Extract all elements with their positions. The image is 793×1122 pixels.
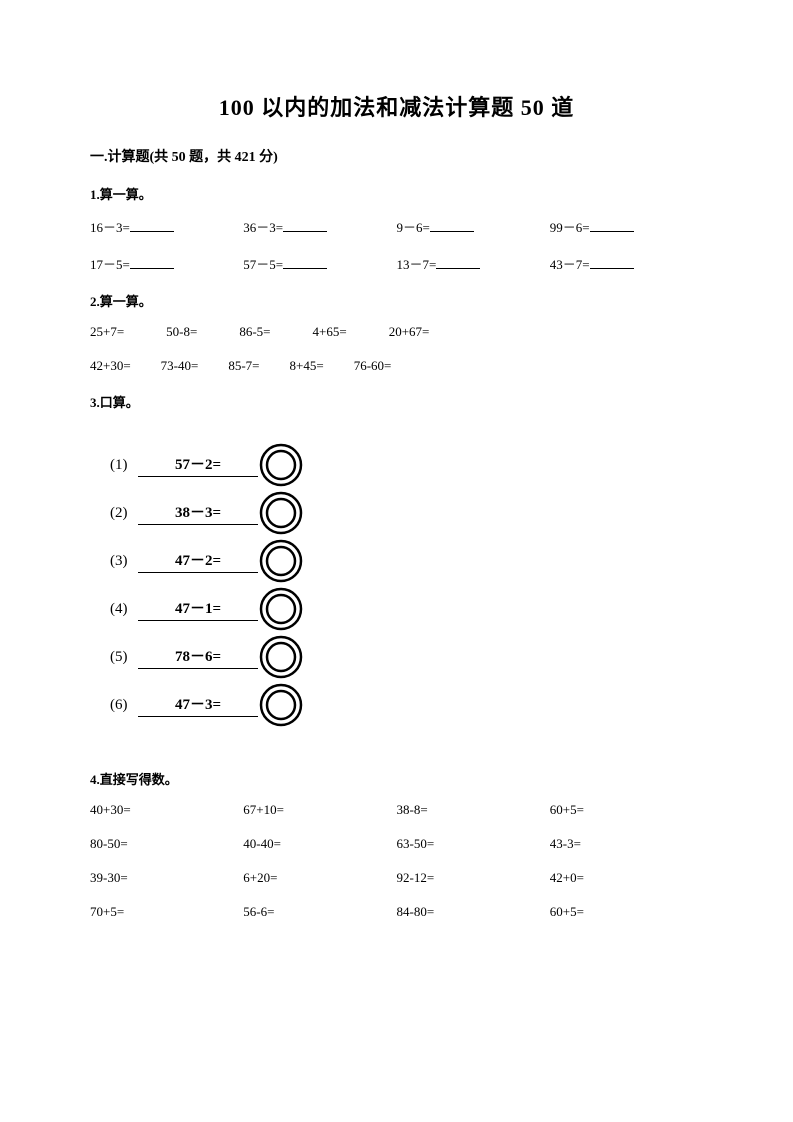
q4-cell: 67+10= (243, 802, 396, 818)
answer-ring[interactable] (258, 538, 304, 584)
q4-cell: 63-50= (397, 836, 550, 852)
q1-row-1: 16－3= 36－3= 9－6= 99－6= (90, 217, 703, 236)
mental-expression: 78－6= (138, 645, 258, 669)
answer-ring[interactable] (258, 586, 304, 632)
q1-cell: 17－5= (90, 254, 130, 273)
mental-expression: 57－2= (138, 453, 258, 477)
mental-expression: 47－1= (138, 597, 258, 621)
mental-expression: 47－3= (138, 693, 258, 717)
q1-cell: 57－5= (243, 254, 283, 273)
answer-blank[interactable] (283, 219, 327, 232)
q4-cell: 6+20= (243, 870, 396, 886)
q2-cell: 8+45= (290, 358, 324, 374)
ring-icon (259, 539, 303, 583)
answer-blank[interactable] (283, 256, 327, 269)
q3-heading: 3.口算。 (90, 392, 703, 411)
q4-cell: 40-40= (243, 836, 396, 852)
q4-heading: 4.直接写得数。 (90, 769, 703, 788)
q2-cell: 25+7= (90, 324, 124, 340)
q4-cell: 80-50= (90, 836, 243, 852)
answer-blank[interactable] (130, 219, 174, 232)
mental-number: (3) (110, 553, 138, 570)
q4-cell: 42+0= (550, 870, 703, 886)
ring-icon (259, 683, 303, 727)
mental-number: (1) (110, 457, 138, 474)
ring-icon (259, 491, 303, 535)
q4-cell: 40+30= (90, 802, 243, 818)
ring-icon (259, 443, 303, 487)
q4-cell: 38-8= (397, 802, 550, 818)
mental-row: (4)47－1= (110, 585, 703, 633)
answer-blank[interactable] (130, 256, 174, 269)
q2-cell: 76-60= (354, 358, 392, 374)
answer-blank[interactable] (590, 219, 634, 232)
q2-cell: 73-40= (161, 358, 199, 374)
answer-blank[interactable] (436, 256, 480, 269)
q4-cell: 56-6= (243, 904, 396, 920)
q2-heading: 2.算一算。 (90, 291, 703, 310)
q2-row-1: 25+7= 50-8= 86-5= 4+65= 20+67= (90, 324, 703, 340)
answer-ring[interactable] (258, 490, 304, 536)
ring-icon (259, 587, 303, 631)
q4-cell: 92-12= (397, 870, 550, 886)
answer-ring[interactable] (258, 442, 304, 488)
q4-row: 80-50=40-40=63-50=43-3= (90, 836, 703, 852)
mental-expression: 38－3= (138, 501, 258, 525)
q1-cell: 16－3= (90, 217, 130, 236)
mental-row: (1)57－2= (110, 441, 703, 489)
q1-heading: 1.算一算。 (90, 184, 703, 203)
q1-cell: 43－7= (550, 254, 590, 273)
mental-row: (5)78－6= (110, 633, 703, 681)
section-heading: 一.计算题(共 50 题，共 421 分) (90, 146, 703, 166)
q4-cell: 60+5= (550, 904, 703, 920)
mental-math-diagram: (1)57－2=(2)38－3=(3)47－2=(4)47－1=(5)78－6=… (110, 441, 703, 729)
answer-blank[interactable] (430, 219, 474, 232)
q2-cell: 50-8= (166, 324, 197, 340)
q4-row: 39-30=6+20=92-12=42+0= (90, 870, 703, 886)
ring-icon (259, 635, 303, 679)
mental-number: (5) (110, 649, 138, 666)
mental-number: (2) (110, 505, 138, 522)
q2-cell: 86-5= (239, 324, 270, 340)
q4-row: 40+30=67+10=38-8=60+5= (90, 802, 703, 818)
q4-cell: 70+5= (90, 904, 243, 920)
mental-expression: 47－2= (138, 549, 258, 573)
q2-cell: 4+65= (313, 324, 347, 340)
page-title: 100 以内的加法和减法计算题 50 道 (90, 90, 703, 122)
q2-cell: 42+30= (90, 358, 131, 374)
answer-blank[interactable] (590, 256, 634, 269)
answer-ring[interactable] (258, 682, 304, 728)
q4-cell: 84-80= (397, 904, 550, 920)
q1-cell: 36－3= (243, 217, 283, 236)
mental-row: (3)47－2= (110, 537, 703, 585)
mental-row: (6)47－3= (110, 681, 703, 729)
q1-cell: 9－6= (397, 217, 430, 236)
q4-cell: 39-30= (90, 870, 243, 886)
mental-number: (6) (110, 697, 138, 714)
mental-number: (4) (110, 601, 138, 618)
q1-cell: 13－7= (397, 254, 437, 273)
mental-row: (2)38－3= (110, 489, 703, 537)
q1-cell: 99－6= (550, 217, 590, 236)
answer-ring[interactable] (258, 634, 304, 680)
q4-cell: 43-3= (550, 836, 703, 852)
q2-cell: 85-7= (228, 358, 259, 374)
q4-cell: 60+5= (550, 802, 703, 818)
q1-row-2: 17－5= 57－5= 13－7= 43－7= (90, 254, 703, 273)
q4-row: 70+5=56-6=84-80=60+5= (90, 904, 703, 920)
q2-row-2: 42+30= 73-40= 85-7= 8+45= 76-60= (90, 358, 703, 374)
q2-cell: 20+67= (389, 324, 430, 340)
